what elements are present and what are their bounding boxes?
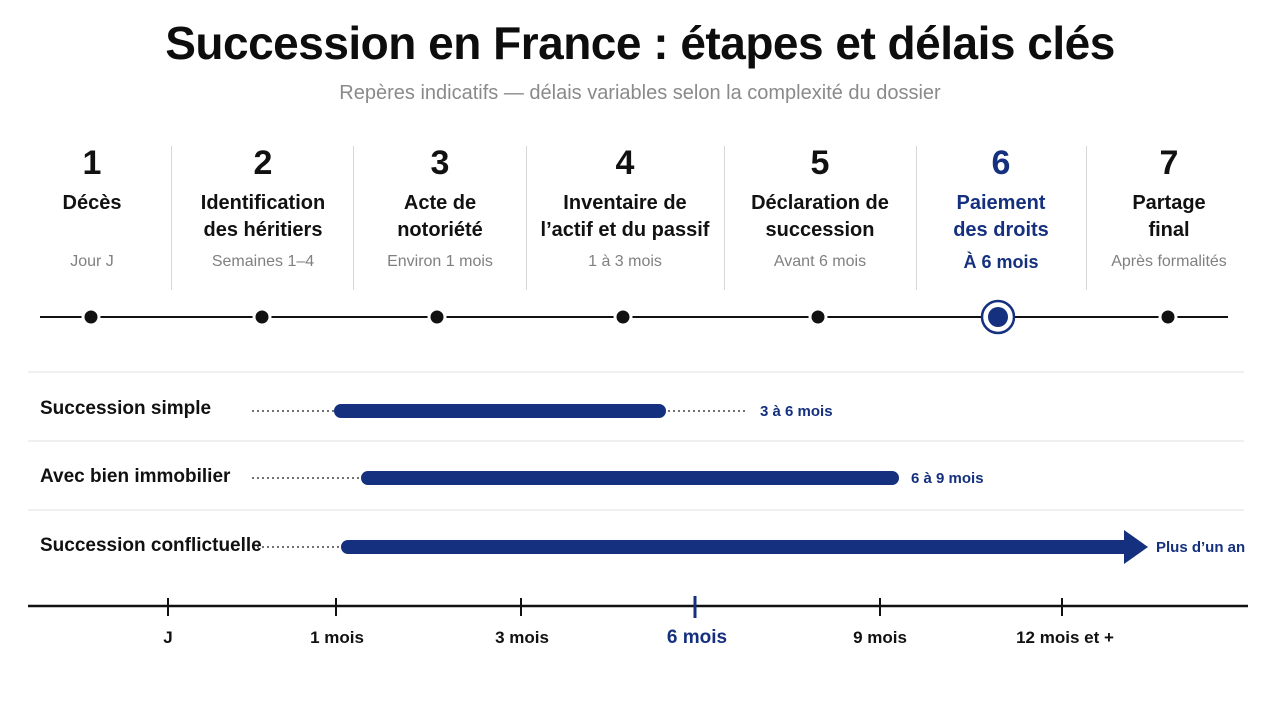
- step-delay: Après formalités: [1111, 253, 1227, 270]
- step-5: 5 Déclaration de succession Avant 6 mois: [724, 140, 916, 290]
- axis-tick-label: 12 mois et +: [1016, 628, 1114, 647]
- step-6: 6 Paiement des droits À 6 mois: [916, 140, 1086, 290]
- axis-tick-label: 9 mois: [853, 628, 907, 647]
- step-number: 6: [991, 144, 1011, 182]
- axis-tick-label: 3 mois: [495, 628, 549, 647]
- step-3: 3 Acte de notoriété Environ 1 mois: [354, 140, 526, 290]
- scenario-1-label: Succession simple: [40, 398, 212, 419]
- step-label: Identification des héritiers: [200, 192, 326, 241]
- step-delay: Environ 1 mois: [387, 253, 493, 270]
- step-dot-5: [808, 307, 828, 327]
- step-number: 7: [1159, 144, 1179, 182]
- step-1: 1 Décès Jour J: [12, 140, 172, 290]
- scenario-3-range: Plus d’un an: [1156, 539, 1246, 556]
- axis-tick-label-highlight: 6 mois: [666, 627, 728, 648]
- page-subtitle: Repères indicatifs — délais variables se…: [339, 82, 941, 104]
- step-divider: [916, 146, 917, 290]
- step-dot-1: [81, 307, 101, 327]
- scenario-3-arrowhead: [1124, 530, 1148, 564]
- step-dot-2: [252, 307, 272, 327]
- page-title: Succession en France : étapes et délais …: [165, 17, 1115, 69]
- step-label: Décès: [62, 192, 122, 214]
- step-delay: À 6 mois: [963, 252, 1039, 272]
- step-label: Partage final: [1132, 192, 1206, 241]
- step-2: 2 Identification des héritiers Semaines …: [172, 140, 354, 290]
- step-divider: [171, 146, 172, 290]
- step-divider: [724, 146, 725, 290]
- step-label: Inventaire de l’actif et du passif: [540, 192, 710, 241]
- scenario-1-range: 3 à 6 mois: [760, 403, 833, 420]
- scenario-2-range: 6 à 9 mois: [911, 470, 984, 487]
- step-divider: [526, 146, 527, 290]
- step-dot-4: [613, 307, 633, 327]
- step-label: Paiement des droits: [953, 192, 1049, 241]
- step-dot-3: [427, 307, 447, 327]
- step-divider: [353, 146, 354, 290]
- step-number: 2: [253, 144, 273, 182]
- step-delay: 1 à 3 mois: [588, 253, 662, 270]
- axis-tick-label: J: [163, 628, 173, 647]
- step-dot-7: [1158, 307, 1178, 327]
- step-delay: Avant 6 mois: [773, 253, 867, 270]
- step-delay: Semaines 1–4: [211, 253, 315, 270]
- step-number: 4: [615, 144, 635, 182]
- step-divider: [1086, 146, 1087, 290]
- step-4: 4 Inventaire de l’actif et du passif 1 à…: [526, 140, 724, 290]
- step-7: 7 Partage final Après formalités: [1086, 140, 1252, 290]
- step-label: Acte de notoriété: [397, 192, 483, 241]
- step-number: 5: [810, 144, 830, 182]
- step-number: 1: [82, 144, 102, 182]
- axis-tick-label: 1 mois: [310, 628, 364, 647]
- scenario-3-label: Succession conflictuelle: [40, 535, 262, 556]
- step-label: Déclaration de succession: [751, 192, 889, 241]
- step-dot-6: [988, 307, 1008, 327]
- step-number: 3: [430, 144, 450, 182]
- step-delay: Jour J: [70, 253, 114, 270]
- scenario-2-label: Avec bien immobilier: [40, 466, 231, 487]
- steps-row: 1 Décès Jour J 2 Identification des héri…: [0, 140, 1280, 290]
